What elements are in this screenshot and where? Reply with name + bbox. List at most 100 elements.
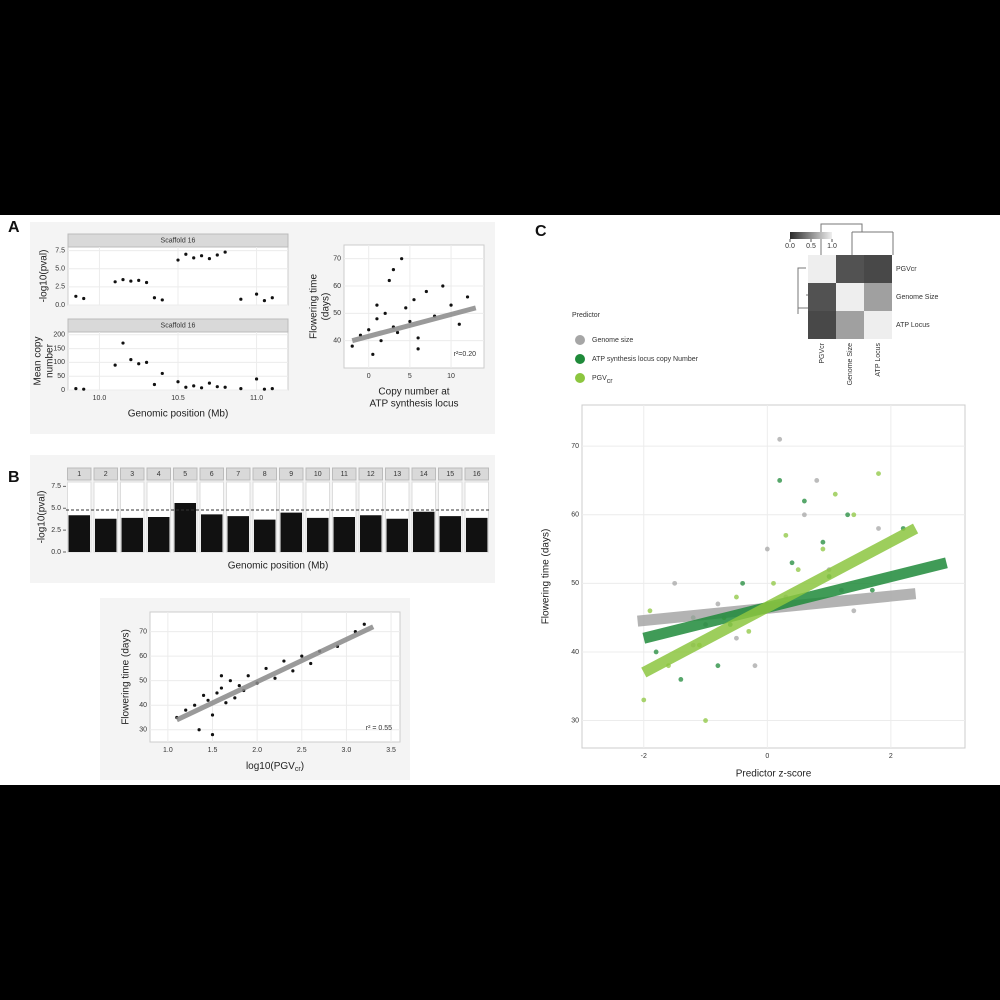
col-label: Genome Size (847, 343, 854, 386)
y-tick-label: 0.0 (51, 549, 61, 556)
point (641, 697, 647, 703)
point (814, 478, 820, 483)
bar (333, 517, 355, 552)
point (264, 666, 268, 671)
strip (173, 467, 198, 481)
point (210, 713, 215, 717)
point (379, 339, 383, 343)
point (113, 280, 117, 284)
x-tick-label: 3.0 (342, 747, 352, 754)
point (210, 733, 215, 737)
legend-swatch (575, 335, 585, 345)
colorbar-tick-label: 0.5 (806, 243, 816, 250)
y-tick-label: 0 (61, 387, 65, 394)
fit-line (351, 305, 477, 344)
point (82, 387, 86, 391)
strip-label: 3 (130, 471, 134, 478)
panel-label: C (535, 223, 547, 240)
x-tick-label: 1.5 (208, 747, 218, 754)
heat-cell (836, 283, 864, 311)
annotation: r²=0.20 (454, 351, 476, 358)
point (449, 303, 453, 307)
point (309, 661, 313, 666)
point (144, 280, 149, 285)
bar (360, 515, 382, 552)
point (239, 387, 243, 391)
heat-cell (808, 311, 836, 339)
axis-label: Flowering time (days) (541, 529, 552, 625)
x-tick-label: 3.5 (386, 747, 396, 754)
point (160, 371, 164, 376)
legend-title: Predictor (572, 312, 601, 319)
fit-line (641, 523, 919, 678)
y-tick-label: 50 (139, 678, 147, 685)
axis-label: Genomic position (Mb) (228, 561, 329, 572)
point (764, 546, 770, 552)
axis-label-part: ) (301, 761, 304, 772)
heat-cell (808, 255, 836, 283)
point (715, 663, 721, 669)
point (801, 498, 807, 504)
bar (307, 517, 329, 552)
y-tick-label: 70 (571, 443, 579, 450)
x-tick-label: -2 (641, 753, 647, 760)
bar (148, 517, 170, 552)
point (400, 257, 404, 261)
bar (227, 516, 249, 552)
point (215, 253, 219, 257)
point (184, 385, 188, 389)
axis-label: log10(PGVcr) (246, 761, 304, 773)
y-tick-label: 70 (333, 256, 341, 263)
point (254, 377, 259, 381)
strip (279, 467, 304, 481)
point (215, 385, 219, 389)
point (224, 701, 228, 705)
y-tick-label: 50 (57, 373, 65, 380)
point (199, 254, 204, 258)
strip-label: 8 (263, 471, 267, 478)
heat-cell (808, 283, 836, 311)
col-label: PGVcr (819, 342, 826, 363)
annotation: r² = 0.55 (366, 725, 392, 732)
point (367, 328, 371, 332)
point (734, 594, 739, 600)
strip (120, 467, 145, 481)
point (876, 471, 881, 476)
y-tick-label: 7.5 (55, 247, 65, 254)
x-tick-label: 2 (889, 753, 893, 760)
bar (466, 517, 488, 552)
strip-label: Scaffold 16 (161, 322, 196, 329)
point (239, 297, 243, 301)
axis-label: ATP synthesis locus (369, 399, 458, 410)
axis-label: number (45, 343, 56, 378)
point (137, 362, 141, 366)
point (152, 296, 157, 300)
point (777, 478, 783, 483)
y-tick-label: 40 (139, 702, 147, 709)
bar (439, 516, 461, 552)
point (416, 336, 420, 340)
strip (226, 467, 251, 481)
point (832, 491, 838, 497)
point (375, 303, 379, 307)
point (703, 718, 708, 723)
point (678, 677, 684, 682)
point (771, 580, 776, 586)
point (192, 256, 196, 260)
legend-swatch (575, 354, 585, 364)
point (777, 436, 783, 442)
strip-label: 13 (393, 471, 401, 478)
point (121, 341, 125, 345)
dendrogram-top (820, 223, 894, 255)
point (371, 352, 375, 356)
y-tick-label: 50 (571, 580, 579, 587)
y-tick-label: 60 (139, 653, 147, 660)
strip (93, 467, 118, 481)
point (219, 674, 224, 678)
strip-label: Scaffold 16 (161, 237, 196, 244)
point (851, 608, 857, 614)
axis-label-part: log10(PGV (246, 761, 295, 772)
point (783, 532, 789, 538)
fit-line (175, 624, 375, 723)
point (201, 693, 206, 697)
